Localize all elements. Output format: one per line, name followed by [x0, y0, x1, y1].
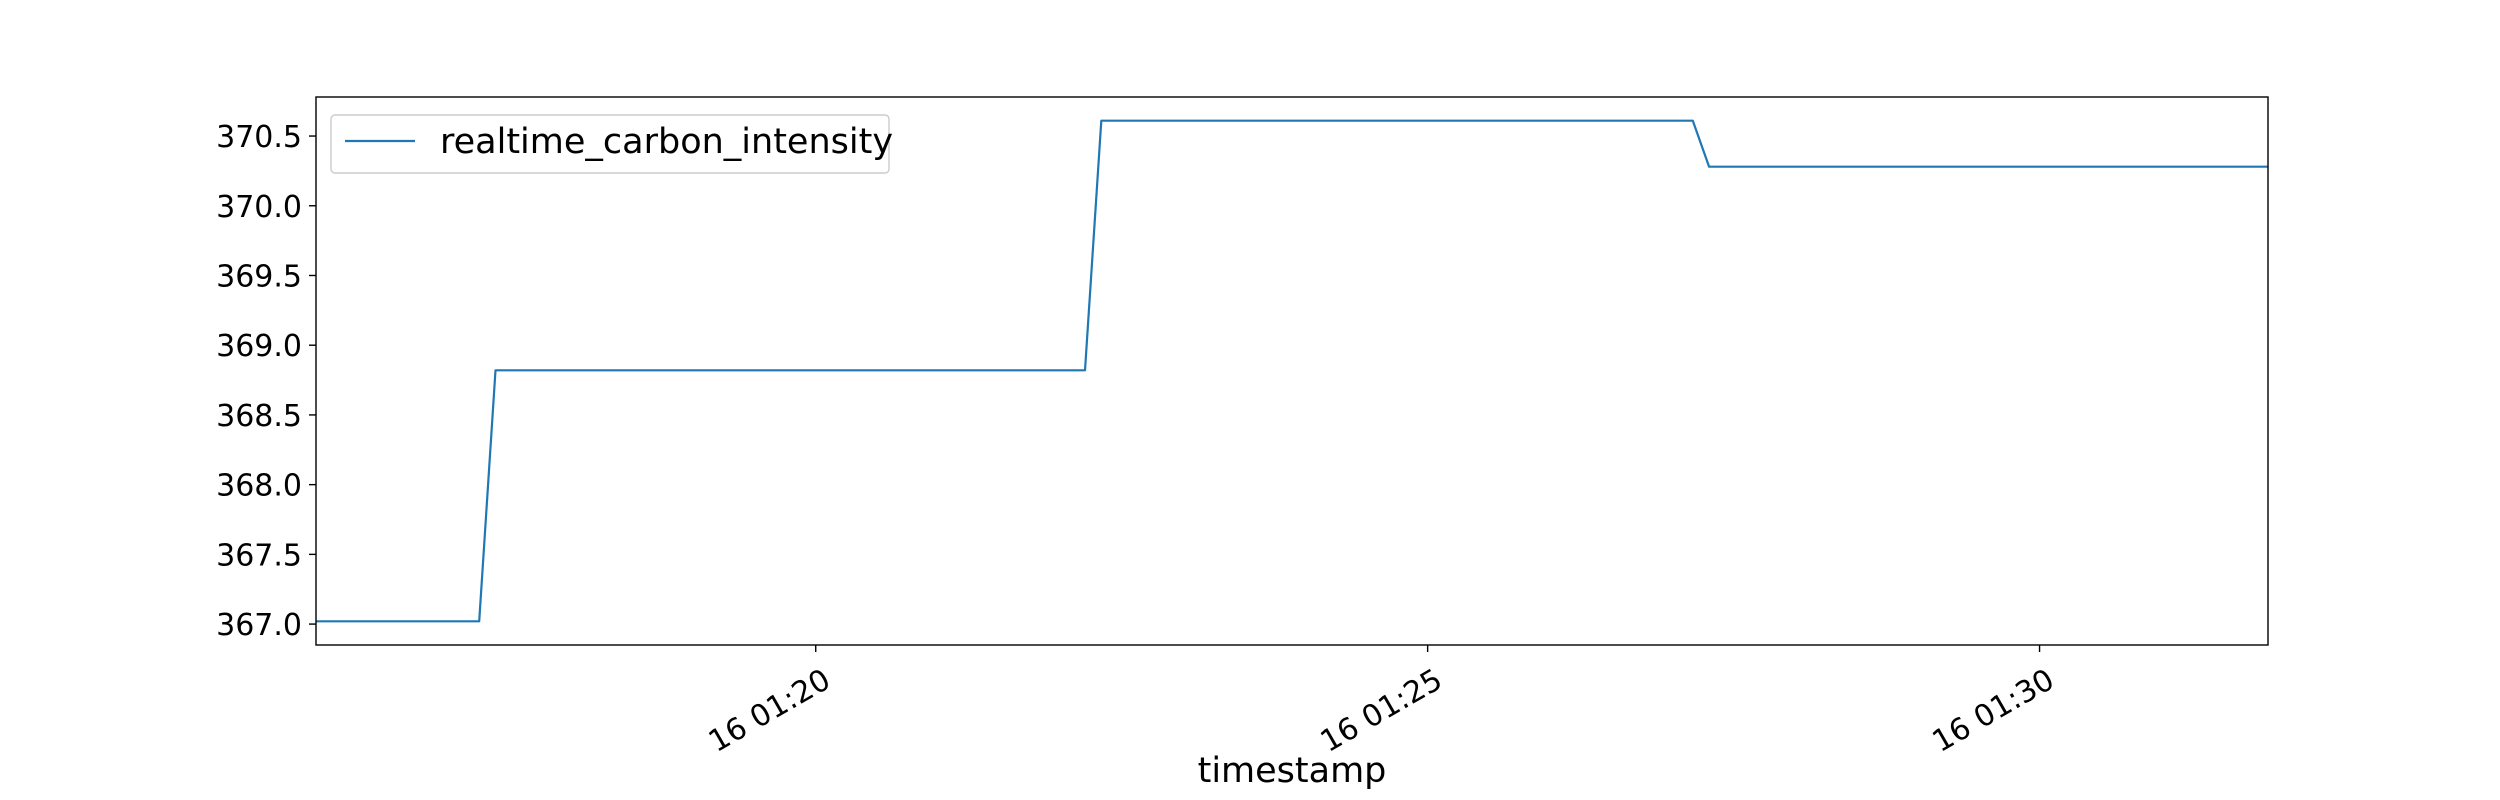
- plot-series: [316, 119, 2268, 623]
- y-tick-label: 367.5: [216, 538, 302, 573]
- x-tick-label: 16 01:25: [1315, 662, 1449, 759]
- legend: realtime_carbon_intensity: [330, 114, 893, 174]
- y-tick-label: 368.5: [216, 399, 302, 434]
- x-axis-label: timestamp: [1198, 751, 1387, 791]
- x-tick-label: 16 01:20: [703, 662, 837, 759]
- legend-box: [330, 114, 890, 174]
- legend-label: realtime_carbon_intensity: [440, 122, 893, 162]
- y-tick-label: 369.0: [216, 329, 302, 364]
- y-tick-label: 370.0: [216, 190, 302, 225]
- y-tick-label: 370.5: [216, 120, 302, 155]
- series-line: [316, 119, 2268, 623]
- y-tick-label: 368.0: [216, 469, 302, 504]
- plot-area-frame: [315, 96, 2269, 646]
- y-axis: 367.0 367.5 368.0 368.5 369.0 369.5 370.0 370.5: [216, 120, 316, 643]
- y-tick-label: 369.5: [216, 259, 302, 294]
- x-tick-label: 16 01:30: [1927, 662, 2061, 759]
- y-tick-label: 367.0: [216, 608, 302, 643]
- x-axis: 16 01:20 16 01:25 16 01:30: [703, 645, 2061, 760]
